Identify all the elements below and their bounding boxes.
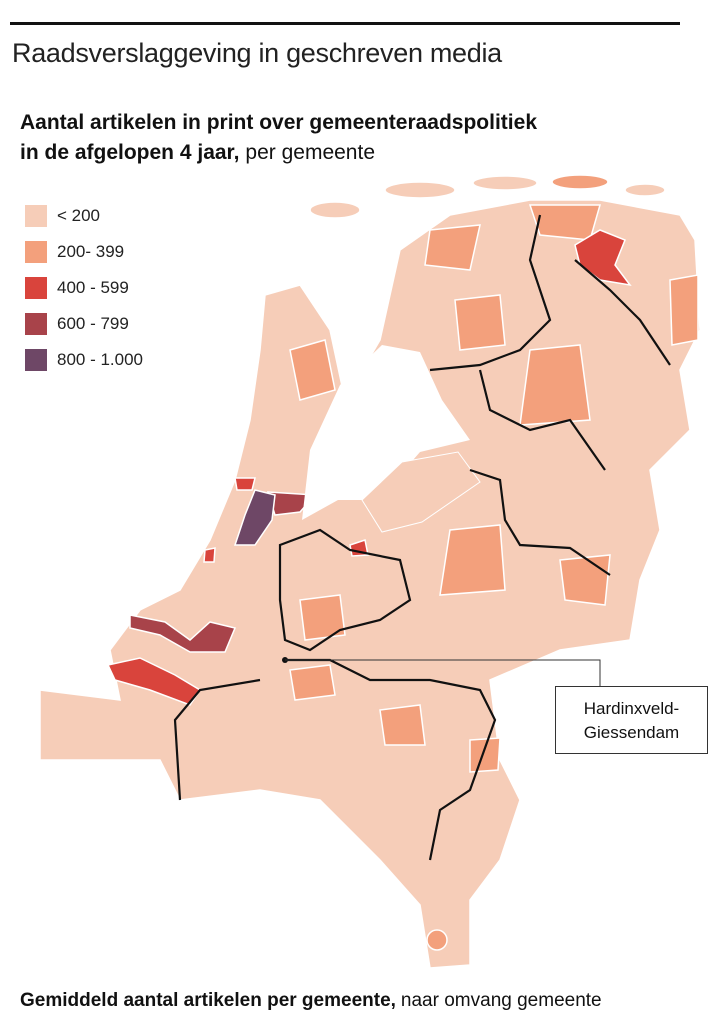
legend-item: < 200 xyxy=(25,198,143,234)
border xyxy=(429,214,552,372)
municipality xyxy=(289,664,336,701)
border xyxy=(285,658,497,861)
footer-regular: naar omvang gemeente xyxy=(400,990,602,1011)
municipality xyxy=(129,614,237,653)
title: Raadsverslaggeving in geschreven media xyxy=(12,38,502,68)
island xyxy=(309,201,361,219)
lake xyxy=(302,345,470,520)
border xyxy=(278,528,412,652)
municipality xyxy=(426,929,448,951)
subtitle-regular: per gemeente xyxy=(245,141,375,164)
footer-bold: Gemiddeld aantal artikelen per gemeente, xyxy=(20,990,396,1011)
municipality xyxy=(454,294,506,351)
subtitle: Aantal artikelen in print over gemeenter… xyxy=(20,108,537,168)
municipality xyxy=(299,594,346,641)
annotation-leader xyxy=(285,659,601,686)
municipality xyxy=(669,274,699,346)
municipality xyxy=(439,524,506,596)
top-rule xyxy=(10,22,680,25)
border xyxy=(173,678,261,801)
border xyxy=(469,468,611,576)
municipality xyxy=(519,344,591,426)
legend-swatch xyxy=(25,313,47,335)
legend-label: 800 - 1.000 xyxy=(57,350,144,369)
legend-label: 400 - 599 xyxy=(57,278,129,297)
legend: < 200 200- 399 400 - 599 600 - 799 800 - 1.0… xyxy=(25,198,143,378)
island xyxy=(624,183,666,197)
island xyxy=(384,181,456,199)
municipality xyxy=(528,204,601,241)
legend-label: < 200 xyxy=(57,206,101,225)
legend-label: 200- 399 xyxy=(57,242,125,261)
annotation: Hardinxveld- Giessendam xyxy=(555,686,708,754)
legend-item: 400 - 599 xyxy=(25,270,143,306)
legend-swatch xyxy=(25,241,47,263)
annotation-line: Giessendam xyxy=(583,723,680,742)
island xyxy=(472,175,538,191)
legend-label: 600 - 799 xyxy=(57,314,129,333)
municipality xyxy=(379,704,426,746)
legend-item: 600 - 799 xyxy=(25,306,143,342)
border xyxy=(574,259,671,366)
island xyxy=(551,174,609,190)
footer: Gemiddeld aantal artikelen per gemeente,… xyxy=(20,990,602,1012)
border xyxy=(478,369,606,471)
legend-swatch xyxy=(25,277,47,299)
legend-item: 800 - 1.000 xyxy=(25,342,143,378)
subtitle-bold: in de afgelopen 4 jaar, xyxy=(20,141,240,164)
legend-item: 200- 399 xyxy=(25,234,143,270)
annotation-line: Hardinxveld- xyxy=(583,699,680,718)
municipality xyxy=(203,547,216,563)
municipality xyxy=(233,489,276,546)
flevoland xyxy=(361,451,481,533)
municipality xyxy=(424,224,481,271)
municipality xyxy=(289,339,336,401)
legend-swatch xyxy=(25,205,47,227)
subtitle-bold: Aantal artikelen in print over gemeenter… xyxy=(20,111,537,134)
province-borders xyxy=(173,214,671,861)
municipality xyxy=(469,737,501,773)
municipality xyxy=(234,477,256,491)
municipality xyxy=(559,554,611,606)
legend-swatch xyxy=(25,349,47,371)
